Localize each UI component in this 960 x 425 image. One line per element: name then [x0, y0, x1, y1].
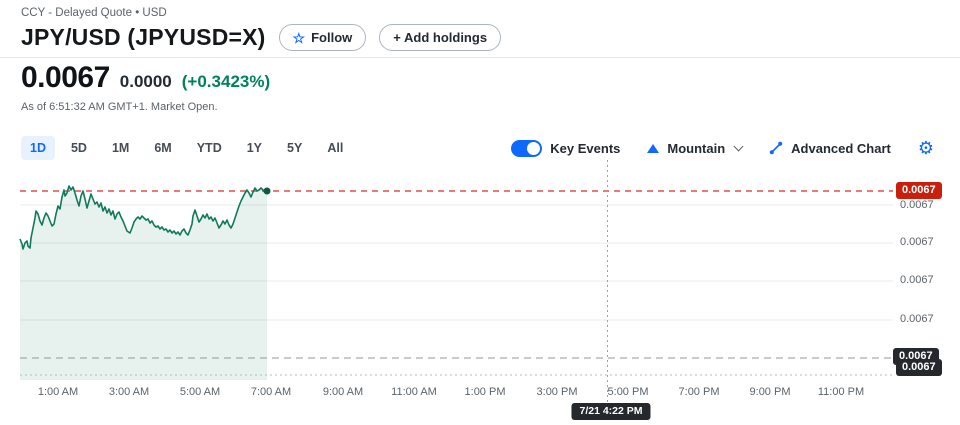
range-tab-1d[interactable]: 1D	[21, 136, 55, 160]
x-axis-label: 7:00 AM	[250, 386, 292, 398]
current-price: 0.0067	[21, 61, 110, 94]
x-axis-label: 5:00 AM	[179, 386, 221, 398]
x-axis-label: 11:00 PM	[817, 386, 865, 398]
price-row: 0.0067 0.0000 (+0.3423%)	[21, 61, 270, 95]
follow-button[interactable]: ☆ Follow	[278, 24, 367, 51]
add-holdings-button[interactable]: + Add holdings	[379, 24, 502, 51]
x-axis-label: 9:00 PM	[749, 386, 791, 398]
range-tab-5d[interactable]: 5D	[70, 141, 87, 155]
key-events-control: Key Events	[511, 139, 621, 157]
x-axis-label: 3:00 AM	[108, 386, 150, 398]
chart-type-label: Mountain	[667, 140, 726, 156]
y-axis-label: 0.0067	[900, 313, 934, 325]
toggle-knob-icon	[527, 141, 541, 155]
mountain-icon	[647, 143, 660, 153]
chart-controls: Key Events Mountain Advanced Chart ⚙	[511, 139, 934, 157]
title-row: JPY/USD (JPYUSD=X) ☆ Follow + Add holdin…	[21, 24, 502, 51]
range-tab-all[interactable]: All	[327, 141, 344, 155]
chevron-down-icon	[733, 141, 744, 151]
x-axis-label: 5:00 PM	[607, 386, 649, 398]
header-divider	[0, 57, 960, 58]
range-tab-6m[interactable]: 6M	[154, 141, 172, 155]
advanced-chart-label: Advanced Chart	[791, 140, 891, 156]
y-axis-label: 0.0067	[900, 274, 934, 286]
add-holdings-label: + Add holdings	[393, 30, 488, 45]
price-line	[19, 185, 268, 250]
advanced-chart-button[interactable]: Advanced Chart	[769, 141, 891, 156]
page-title: JPY/USD (JPYUSD=X)	[21, 24, 266, 50]
key-events-label: Key Events	[550, 140, 621, 156]
price-area	[20, 186, 267, 380]
range-tab-1y[interactable]: 1Y	[246, 141, 263, 155]
as-of-text: As of 6:51:32 AM GMT+1. Market Open.	[21, 101, 218, 113]
range-tab-5y[interactable]: 5Y	[287, 141, 303, 155]
x-axis-label: 1:00 PM	[464, 386, 506, 398]
price-change-percent: (+0.3423%)	[181, 72, 271, 91]
y-axis-label: 0.0067	[900, 236, 934, 248]
price-change: 0.0000	[119, 72, 172, 91]
x-axis-label: 1:00 AM	[37, 386, 79, 398]
gear-icon[interactable]: ⚙	[917, 138, 934, 158]
x-axis-label: 7:00 PM	[678, 386, 720, 398]
x-axis-label: 3:00 PM	[536, 386, 578, 398]
chart-type-dropdown[interactable]: Mountain	[647, 140, 744, 156]
chart-toolbar: 1D 5D 1M 6M YTD 1Y 5Y All Key Events Mountain A…	[21, 135, 934, 161]
star-icon: ☆	[292, 29, 306, 46]
range-tabs: 1D 5D 1M 6M YTD 1Y 5Y All	[21, 136, 352, 160]
y-axis-label: 0.0067	[900, 199, 934, 211]
bottom-price-badge: 0.0067	[896, 359, 942, 376]
x-axis-label: 11:00 AM	[391, 386, 437, 398]
range-tab-1m[interactable]: 1M	[111, 141, 130, 155]
current-price-badge: 0.0067	[896, 182, 942, 199]
crosshair-time-tooltip: 7/21 4:22 PM	[571, 403, 651, 420]
last-price-dot-icon	[263, 187, 271, 195]
key-events-toggle[interactable]	[511, 139, 543, 157]
trend-line-icon	[769, 141, 783, 155]
x-axis-label: 9:00 AM	[322, 386, 364, 398]
follow-button-label: Follow	[311, 30, 353, 45]
range-tab-ytd[interactable]: YTD	[196, 141, 222, 155]
quote-meta: CCY - Delayed Quote • USD	[21, 7, 167, 19]
